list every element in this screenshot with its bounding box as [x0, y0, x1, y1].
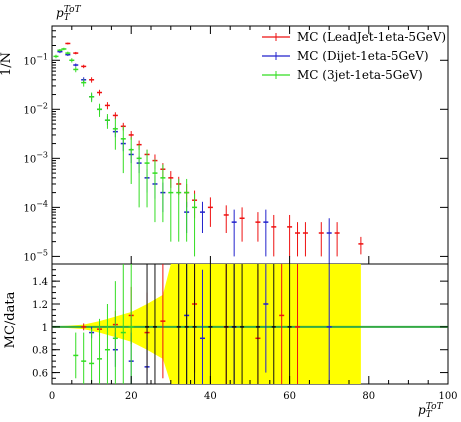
upper-tick-label: 10−4 [23, 199, 48, 214]
x-tick-label: 100 [438, 391, 457, 402]
ratio-y-ticks: 0.6 0.8 1 1.2 1.4 [32, 269, 448, 380]
ratio-tick-label: 1.4 [32, 277, 48, 288]
x-tick-label: 0 [49, 391, 55, 402]
upper-top-label: pTToT [56, 5, 82, 23]
ratio-panel: 0.6 0.8 1 1.2 1.4 0 20 40 60 80 100 MC/data pTToT [3, 26, 458, 420]
x-axis-label: pTToT [418, 402, 444, 420]
ratio-tick-label: 1.2 [32, 300, 48, 311]
x-tick-label: 60 [283, 391, 296, 402]
ratio-uncertainty-band [52, 264, 448, 384]
ratio-tick-label: 0.6 [32, 369, 48, 380]
ratio-y-axis-label: MC/data [3, 291, 18, 348]
upper-tick-label: 10−3 [23, 150, 48, 165]
legend-entry: MC (3jet-1eta-5GeV) [297, 68, 423, 82]
upper-panel: 10−1 10−2 10−3 10−4 10−5 1/N pTToT [0, 5, 449, 265]
x-tick-label: 20 [125, 391, 138, 402]
upper-y-ticks: 10−1 10−2 10−3 10−4 10−5 [23, 25, 448, 263]
upper-data-points [53, 42, 364, 264]
legend-entry: MC (LeadJet-1eta-5GeV) [297, 30, 446, 44]
upper-tick-label: 10−1 [23, 52, 48, 67]
x-tick-label: 40 [204, 391, 217, 402]
uncertainty-band [52, 264, 361, 384]
ratio-data-points [73, 264, 332, 384]
x-tick-label: 80 [362, 391, 375, 402]
x-ticks: 0 20 40 60 80 100 [49, 26, 458, 402]
legend: MC (LeadJet-1eta-5GeV) MC (Dijet-1eta-5Ge… [262, 30, 446, 82]
upper-tick-label: 10−5 [23, 248, 48, 263]
ratio-tick-label: 1 [42, 323, 48, 334]
legend-entry: MC (Dijet-1eta-5GeV) [297, 49, 429, 63]
upper-tick-label: 10−2 [23, 101, 48, 116]
ratio-tick-label: 0.8 [32, 346, 48, 357]
upper-y-axis-label: 1/N [0, 52, 14, 76]
